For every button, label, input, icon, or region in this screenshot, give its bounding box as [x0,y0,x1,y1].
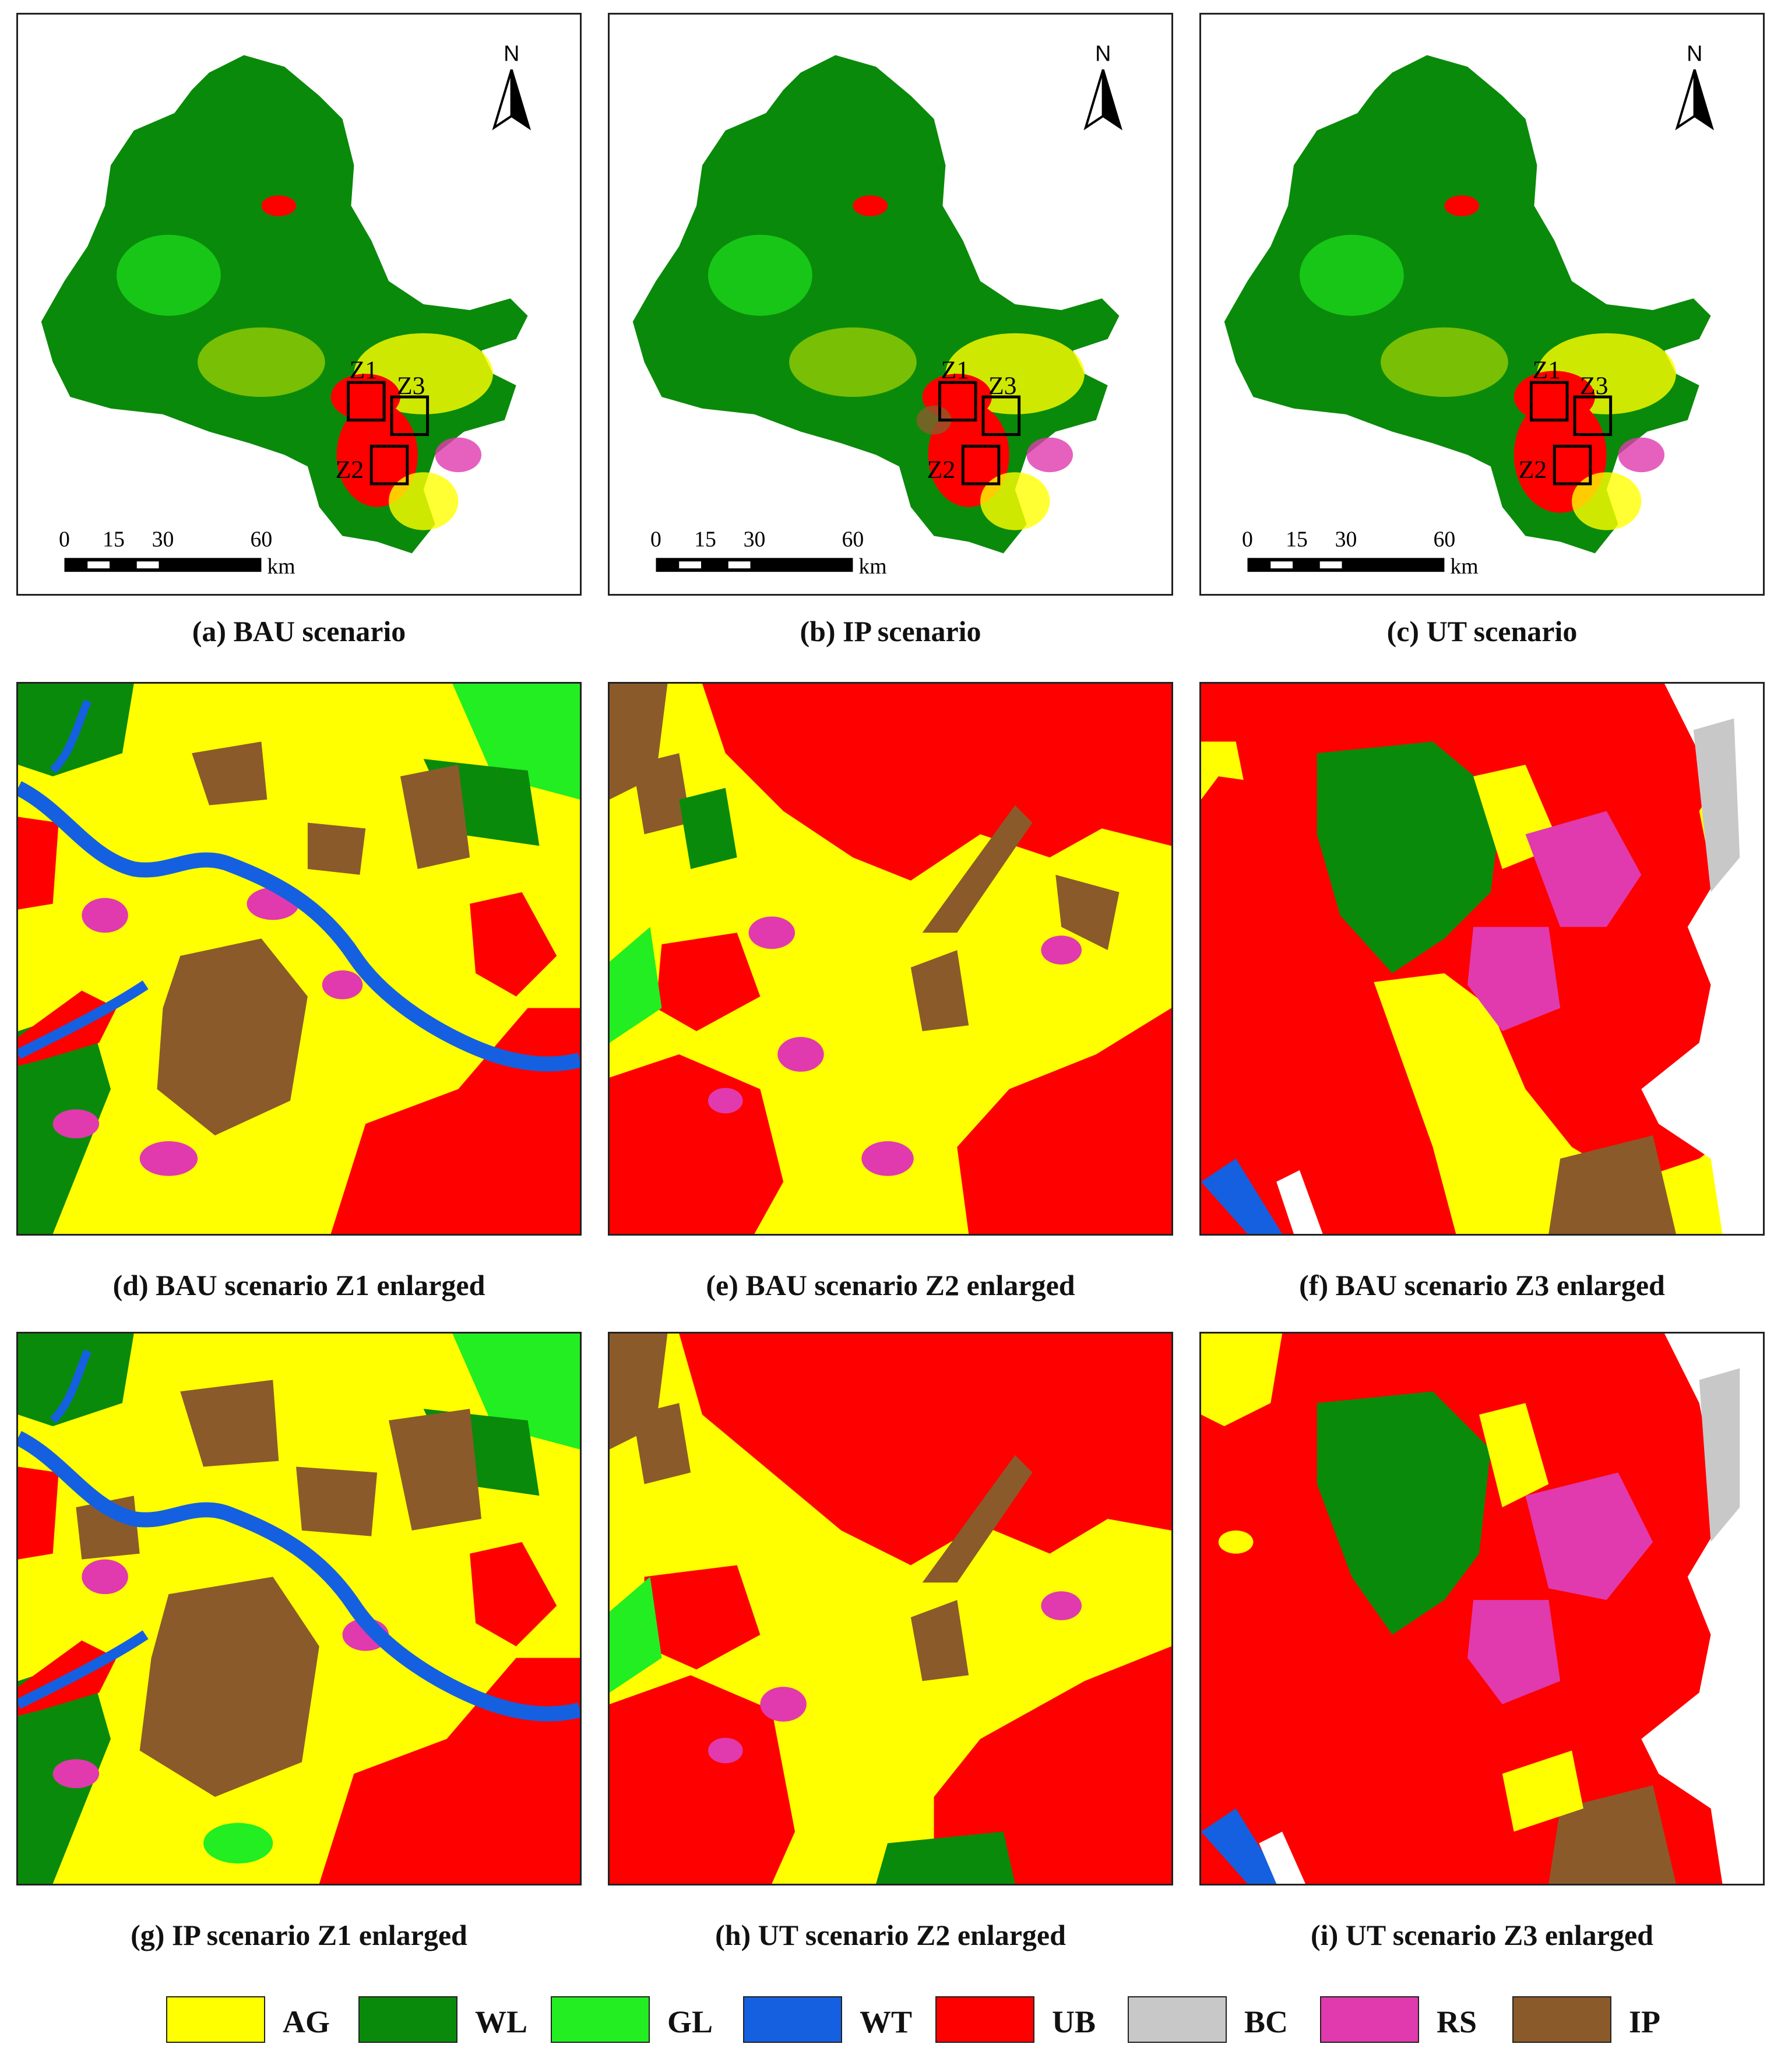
land-use-zone-map [18,684,580,1234]
caption-f: (f) BAU scenario Z3 enlarged [1299,1269,1665,1301]
scale-bar [64,558,262,572]
legend-swatch-ag [166,1996,265,2043]
north-label: N [1687,42,1702,66]
legend-label-wl: WL [475,2004,528,2039]
study-area-map: Z1 Z3 Z2 N 0 15 30 60 km [632,42,1123,579]
land-use-zone-map [1201,684,1763,1234]
enlarged-panel-f [1199,682,1765,1236]
scale-tick-0: 0 [1242,527,1253,551]
zone-label-z2: Z2 [336,456,364,484]
legend-label-ag: AG [283,2004,330,2039]
legend-swatch-gl [551,1996,650,2043]
legend-label-ip: IP [1629,2004,1660,2039]
zone-label-z2: Z2 [1519,456,1547,484]
zone-label-z3: Z3 [1580,372,1608,400]
zone-label-z1: Z1 [1532,356,1561,384]
land-use-zone-map [610,1334,1171,1884]
zone-label-z3: Z3 [397,372,425,400]
scale-bar [656,558,853,572]
scale-tick-60: 60 [1434,527,1456,551]
north-arrow-icon [1083,69,1104,131]
legend-swatch-bc [1128,1996,1227,2043]
enlarged-panel-d [16,682,582,1236]
caption-a: (a) BAU scenario [192,615,406,648]
caption-e: (e) BAU scenario Z2 enlarged [706,1269,1075,1301]
land-use-zone-map [610,684,1171,1234]
map-panel-bau: Z1 Z3 Z2 N 0 15 30 60 km [16,13,582,596]
legend-swatch-rs [1320,1996,1419,2043]
legend-swatch-wl [358,1996,457,2043]
zone-label-z2: Z2 [927,456,956,484]
scale-unit: km [1450,554,1478,579]
enlarged-panel-i [1199,1332,1765,1885]
scale-tick-0: 0 [650,527,661,551]
north-label: N [1095,42,1111,66]
legend-label-rs: RS [1437,2004,1477,2039]
map-panel-ip: Z1 Z3 Z2 N 0 15 30 60 km [608,13,1173,596]
study-area-map: Z1 Z3 Z2 N 0 15 30 60 km [1224,42,1715,579]
caption-i: (i) UT scenario Z3 enlarged [1311,1919,1653,1951]
north-label: N [504,42,519,66]
enlarged-panel-e [608,682,1173,1236]
scale-tick-60: 60 [842,527,864,551]
north-arrow-icon [492,69,513,131]
map-panel-ut: Z1 Z3 Z2 N 0 15 30 60 km [1199,13,1765,596]
legend-label-gl: GL [667,2004,713,2039]
caption-g: (g) IP scenario Z1 enlarged [131,1919,467,1951]
legend-swatch-ub [935,1996,1034,2043]
land-use-zone-map [18,1334,580,1884]
caption-b: (b) IP scenario [800,615,981,648]
scale-bar [1247,558,1445,572]
enlarged-panel-h [608,1332,1173,1885]
scale-tick-15: 15 [694,527,716,551]
scale-tick-30: 30 [744,527,766,551]
study-area-map: Z1 Z3 Z2 N 0 15 30 60 km [41,42,532,579]
zone-label-z1: Z1 [941,356,969,384]
legend-label-wt: WT [860,2004,913,2039]
north-arrow-icon [1675,69,1696,131]
scale-unit: km [267,554,295,579]
scale-tick-15: 15 [1286,527,1308,551]
enlarged-panel-g [16,1332,582,1885]
scale-tick-0: 0 [59,527,70,551]
scale-tick-30: 30 [1335,527,1357,551]
zone-label-z3: Z3 [988,372,1017,400]
scale-tick-30: 30 [152,527,174,551]
legend-swatch-wt [743,1996,842,2043]
scale-tick-60: 60 [251,527,273,551]
scale-tick-15: 15 [103,527,125,551]
legend-swatch-ip [1512,1996,1611,2043]
legend-label-ub: UB [1052,2004,1096,2039]
caption-h: (h) UT scenario Z2 enlarged [715,1919,1066,1951]
land-use-zone-map [1201,1334,1763,1884]
legend-label-bc: BC [1244,2004,1289,2039]
caption-c: (c) UT scenario [1386,615,1578,648]
scale-unit: km [858,554,886,579]
caption-d: (d) BAU scenario Z1 enlarged [112,1269,485,1301]
zone-label-z1: Z1 [349,356,378,384]
